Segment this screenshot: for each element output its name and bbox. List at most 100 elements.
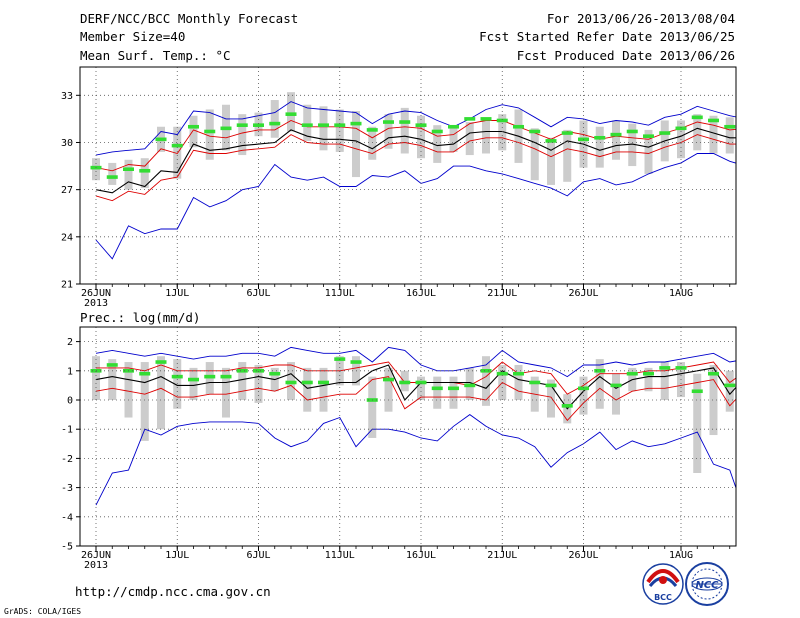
spread-bar: [400, 107, 409, 154]
median-mark: [204, 374, 216, 379]
y-tick-label: 24: [61, 232, 73, 243]
spread-bar: [433, 376, 442, 409]
median-mark: [431, 129, 443, 134]
spread-bar: [498, 114, 507, 151]
spread-bar: [140, 158, 149, 189]
median-mark: [626, 371, 638, 376]
median-mark: [464, 383, 476, 388]
bcc-logo: BCC: [642, 563, 684, 605]
spread-bar: [693, 373, 702, 473]
y-tick-label: 33: [61, 91, 73, 102]
median-mark: [724, 124, 736, 129]
spread-bar: [352, 111, 360, 178]
y-tick-label: 30: [61, 138, 73, 149]
spread-bar: [92, 356, 100, 400]
median-mark: [171, 374, 183, 379]
chart-title: DERF/NCC/BCC Monthly Forecast: [80, 11, 298, 26]
spread-bar: [124, 362, 133, 418]
spread-bar: [482, 356, 490, 406]
median-mark: [383, 377, 394, 382]
median-mark: [480, 117, 492, 121]
spread-bar: [238, 362, 247, 400]
spread-bar: [287, 92, 295, 132]
median-mark: [448, 124, 459, 129]
spread-bar: [189, 115, 198, 148]
x-tick-label: 21JUL: [487, 550, 517, 561]
series-upper-line: [95, 120, 736, 172]
x-tick-label: 21JUL: [487, 288, 517, 299]
spread-bar: [384, 114, 393, 149]
spread-bar: [189, 367, 198, 400]
median-mark: [285, 112, 297, 116]
median-mark: [123, 167, 134, 172]
median-mark: [106, 175, 118, 179]
x-tick-label: 1AUG: [669, 288, 693, 299]
x-tick-label: 11JUL: [325, 288, 355, 299]
produced-date: Fcst Produced Date 2013/06/26: [517, 48, 735, 63]
median-mark: [496, 371, 508, 376]
median-mark: [578, 386, 589, 391]
spread-bar: [514, 364, 523, 400]
median-mark: [318, 380, 329, 385]
series-max-line: [95, 101, 736, 156]
x-tick-year: 2013: [84, 298, 108, 309]
x-tick-label: 11JUL: [325, 550, 355, 561]
median-mark: [513, 124, 524, 129]
series-min-line: [95, 153, 736, 260]
spread-bar: [303, 104, 312, 141]
y-tick-label: 27: [61, 185, 73, 196]
started-date: Fcst Started Refer Date 2013/06/25: [479, 29, 735, 44]
spread-bar: [303, 367, 312, 412]
spread-bar: [612, 373, 620, 415]
spread-bar: [660, 362, 669, 400]
x-tick-label: 26JUL: [568, 288, 598, 299]
x-tick-year: 2013: [84, 560, 108, 571]
median-mark: [545, 139, 557, 143]
member-size: Member Size=40: [80, 29, 185, 44]
ncc-logo-text: NCC: [695, 580, 719, 591]
y-tick-label: 0: [67, 396, 73, 407]
series-lower-line: [95, 134, 736, 202]
median-mark: [691, 389, 703, 394]
spread-bar: [173, 126, 182, 179]
median-mark: [236, 369, 248, 373]
x-tick-label: 16JUL: [406, 550, 436, 561]
median-mark: [301, 380, 313, 385]
series-lower-line: [95, 376, 736, 422]
median-mark: [220, 126, 232, 131]
x-tick-label: 1JUL: [165, 288, 189, 299]
median-mark: [383, 120, 394, 124]
median-mark: [659, 131, 671, 135]
median-mark: [415, 123, 427, 127]
median-mark: [155, 360, 167, 364]
median-mark: [106, 363, 118, 367]
median-mark: [188, 124, 199, 129]
median-mark: [561, 131, 573, 135]
spread-bar: [709, 115, 718, 154]
spread-bar: [547, 379, 555, 418]
source-url[interactable]: http://cmdp.ncc.cma.gov.cn: [75, 584, 271, 599]
median-mark: [708, 371, 719, 376]
spread-bar: [449, 128, 458, 152]
y-tick-label: -2: [61, 454, 73, 465]
median-mark: [464, 117, 476, 121]
median-mark: [545, 383, 557, 388]
spread-bar: [547, 137, 555, 185]
median-mark: [253, 123, 264, 127]
median-mark: [334, 123, 346, 127]
x-tick-label: 16JUL: [406, 288, 436, 299]
median-mark: [561, 404, 573, 408]
median-mark: [236, 123, 248, 127]
median-mark: [675, 126, 687, 131]
median-mark: [285, 380, 297, 385]
median-mark: [399, 120, 411, 124]
x-tick-label: 6JUL: [246, 550, 270, 561]
median-mark: [643, 134, 654, 138]
median-mark: [350, 121, 362, 126]
plot-frame: [79, 326, 737, 547]
spread-bar: [384, 367, 393, 412]
median-mark: [691, 115, 703, 120]
median-mark: [741, 125, 752, 129]
median-mark: [350, 360, 362, 364]
